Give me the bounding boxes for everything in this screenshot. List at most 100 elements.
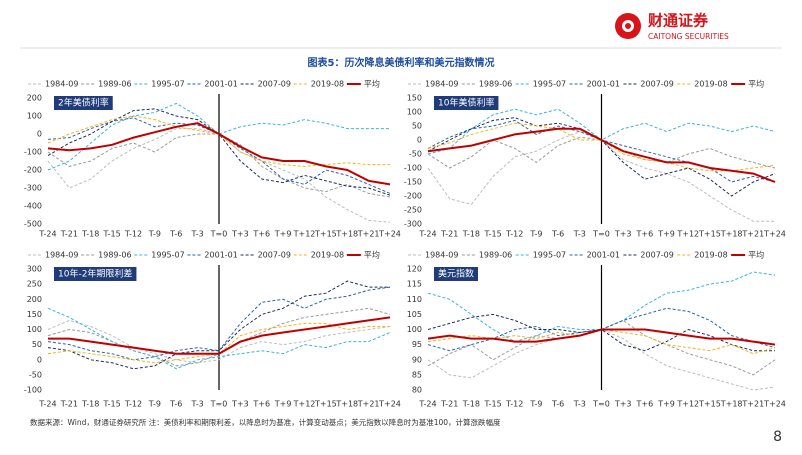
y-tick-label: -100: [404, 164, 422, 173]
x-tick-label: T-12: [124, 230, 142, 239]
x-tick-label: T-6: [551, 400, 564, 409]
y-tick-label: -250: [404, 206, 422, 215]
x-tick-label: T+3: [614, 230, 632, 239]
x-tick-label: T-21: [60, 400, 78, 409]
x-tick-label: T+18: [720, 230, 743, 239]
y-tick-label: -100: [24, 148, 42, 157]
legend-label: 1995-07: [533, 251, 566, 260]
y-tick-label: -300: [24, 184, 42, 193]
legend-label: 2007-09: [640, 80, 673, 89]
legend-label: 1995-07: [151, 251, 184, 260]
legend-label: 2001-01: [204, 80, 237, 89]
panel-label: 10年美债利率: [438, 97, 494, 109]
y-tick-label: 95: [412, 340, 422, 349]
x-tick-label: T+3: [614, 400, 632, 409]
y-tick-label: -100: [24, 386, 42, 395]
x-tick-label: T+24: [378, 230, 401, 239]
series-line: [427, 127, 776, 183]
y-tick-label: 80: [412, 386, 422, 395]
legend-label: 2007-09: [640, 251, 673, 260]
x-tick-label: T-18: [81, 230, 99, 239]
x-tick-label: T-24: [418, 400, 436, 409]
legend-label: 1984-09: [45, 251, 78, 260]
x-tick-label: T-9: [148, 400, 161, 409]
series-line: [427, 328, 776, 346]
x-tick-label: T+15: [698, 230, 721, 239]
y-tick-label: 115: [407, 280, 422, 289]
y-tick-label: -300: [404, 220, 422, 229]
x-tick-label: T+21: [357, 400, 380, 409]
x-tick-label: T-15: [483, 400, 501, 409]
brand: 财通证券: [648, 12, 709, 30]
y-tick-label: 250: [27, 280, 42, 289]
legend-label: 1989-06: [98, 80, 131, 89]
x-tick-label: T-12: [505, 230, 523, 239]
y-tick-label: -50: [29, 370, 42, 379]
x-tick-label: T+9: [657, 230, 675, 239]
series-line: [427, 271, 776, 343]
panel-label-box: [54, 267, 137, 281]
x-tick-label: T+6: [252, 400, 270, 409]
legend-label: 1984-09: [425, 80, 458, 89]
series-line: [47, 122, 391, 186]
panel-label: 2年美债利率: [58, 97, 109, 109]
x-tick-label: T+15: [698, 400, 721, 409]
x-tick-label: T+21: [357, 230, 380, 239]
y-tick-label: 200: [27, 94, 42, 103]
x-tick-label: T+15: [314, 230, 337, 239]
legend-label: 1995-07: [151, 80, 184, 89]
x-tick-label: T+3: [231, 400, 249, 409]
y-tick-label: 200: [27, 295, 42, 304]
x-tick-label: T-3: [191, 400, 204, 409]
series-line: [427, 328, 776, 391]
x-tick-label: T-12: [505, 400, 523, 409]
x-tick-label: T+9: [657, 400, 675, 409]
y-tick-label: 300: [27, 265, 42, 274]
x-tick-label: T-6: [169, 230, 182, 239]
x-tick-label: T-6: [169, 400, 182, 409]
x-tick-label: T=0: [592, 400, 610, 409]
legend-label: 平均: [364, 250, 380, 260]
legend-label: 2019-08: [694, 251, 727, 260]
x-tick-label: T-15: [483, 230, 501, 239]
y-tick-label: 85: [412, 370, 422, 379]
x-tick-label: T+3: [231, 230, 249, 239]
x-tick-label: T+24: [763, 400, 786, 409]
legend-label: 1984-09: [425, 251, 458, 260]
legend-label: 2007-09: [258, 251, 291, 260]
x-tick-label: T-18: [462, 400, 480, 409]
x-tick-label: T+12: [676, 230, 699, 239]
series-line: [47, 102, 390, 171]
x-tick-label: T+21: [741, 400, 764, 409]
x-tick-label: T-24: [418, 230, 436, 239]
x-tick-label: T-21: [60, 230, 78, 239]
x-tick-label: T-21: [440, 400, 458, 409]
legend-label: 2001-01: [587, 80, 620, 89]
footnote: 数据来源：Wind，财通证券研究所 注：美债利率和期限利差，以降息时为基准，计算…: [30, 417, 501, 427]
series-line: [427, 131, 775, 222]
x-tick-label: T+6: [252, 230, 270, 239]
series-line: [47, 280, 390, 370]
y-tick-label: 100: [407, 325, 422, 334]
x-tick-label: T-9: [148, 230, 161, 239]
y-tick-label: 150: [27, 310, 42, 319]
legend-label: 1995-07: [533, 80, 566, 89]
y-tick-label: 120: [407, 265, 422, 274]
y-tick-label: 50: [412, 122, 422, 131]
x-tick-label: T-21: [440, 230, 458, 239]
x-tick-label: T-15: [103, 400, 121, 409]
x-tick-label: T-18: [462, 230, 480, 239]
x-tick-label: T+24: [378, 400, 401, 409]
series-line: [47, 117, 391, 194]
y-tick-label: 100: [407, 108, 422, 117]
y-tick-label: 105: [407, 310, 422, 319]
figure-title: 图表5：历次降息美债利率和美元指数情况: [308, 56, 495, 69]
legend-label: 平均: [748, 79, 764, 89]
x-tick-label: T-24: [38, 400, 56, 409]
y-tick-label: 100: [27, 112, 42, 121]
x-tick-label: T+18: [335, 230, 358, 239]
x-tick-label: T-3: [573, 230, 586, 239]
page-number: 8: [773, 429, 782, 445]
panel-label: 美元指数: [438, 268, 474, 280]
